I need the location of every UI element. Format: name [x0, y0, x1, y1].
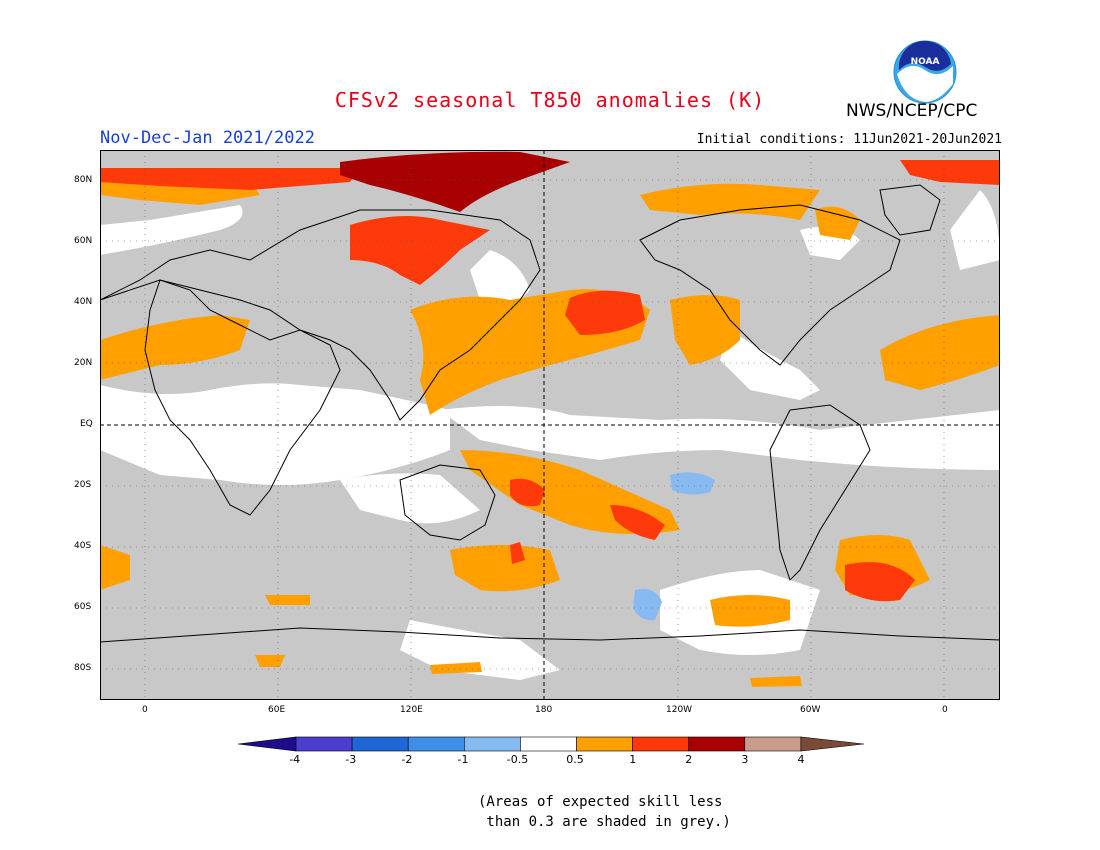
australia-outline	[399, 464, 496, 541]
eurasia-outline	[100, 209, 541, 421]
color-scale-tick-label: 1	[629, 753, 637, 766]
color-scale-tick-label: 3	[741, 753, 749, 766]
color-scale-tick-label: 2	[685, 753, 693, 766]
cold-anomaly-0.5-1	[633, 472, 715, 621]
warm-anomaly-2-3	[340, 151, 570, 212]
color-scale	[238, 736, 864, 752]
color-scale-swatch	[632, 736, 690, 752]
lat-label: EQ	[80, 419, 93, 429]
lon-label: 120W	[666, 705, 693, 715]
color-scale-min-arrow	[238, 736, 297, 752]
coastlines	[100, 184, 1000, 643]
initial-conditions-label: Initial conditions: 11Jun2021-20Jun2021	[696, 132, 1002, 147]
noaa-logo-icon: NOAA	[893, 40, 957, 104]
lat-label: 20S	[74, 480, 92, 490]
season-label: Nov-Dec-Jan 2021/2022	[100, 128, 315, 148]
near-normal-areas	[100, 190, 1000, 680]
map-frame	[100, 150, 1000, 700]
lat-label: 60N	[74, 236, 93, 246]
africa-outline	[144, 279, 341, 516]
color-scale-swatch	[688, 736, 746, 752]
greenland-outline	[879, 184, 941, 236]
color-scale-tick-label: 0.5	[566, 753, 584, 766]
color-scale-tick-label: -3	[345, 753, 357, 766]
color-scale-tick-label: -0.5	[506, 753, 529, 766]
lon-label: 0	[142, 705, 148, 715]
svg-text:NOAA: NOAA	[911, 57, 940, 67]
color-scale-swatch	[520, 736, 577, 752]
anomaly-map	[100, 150, 1000, 700]
color-scale-swatch	[744, 736, 802, 752]
color-scale-swatch	[576, 736, 633, 752]
lon-label: 60W	[800, 705, 821, 715]
lat-label: 40S	[74, 541, 92, 551]
lat-label: 80S	[74, 663, 92, 673]
lon-label: 180	[535, 705, 553, 715]
south-america-outline	[769, 404, 871, 581]
footnote-line-1: (Areas of expected skill less	[478, 794, 723, 810]
color-scale-tick-label: 4	[797, 753, 805, 766]
north-america-outline	[639, 204, 901, 366]
lat-lon-grid	[100, 150, 1000, 700]
agency-label: NWS/NCEP/CPC	[846, 101, 978, 121]
antarctica-outline	[100, 627, 1000, 643]
lat-label: 20N	[74, 358, 93, 368]
color-scale-max-arrow	[800, 736, 864, 752]
lat-label: 60S	[74, 602, 92, 612]
chart-title: CFSv2 seasonal T850 anomalies (K)	[334, 88, 766, 112]
footnote-line-2: than 0.3 are shaded in grey.)	[478, 814, 731, 830]
color-scale-tick-label: -1	[457, 753, 469, 766]
color-scale-swatch	[351, 736, 409, 752]
lon-label: 60E	[268, 705, 286, 715]
warm-anomaly-1-2	[100, 160, 1000, 602]
color-scale-swatch	[295, 736, 353, 752]
lat-label: 80N	[74, 175, 93, 185]
color-scale-tick-label: -2	[401, 753, 413, 766]
color-scale-tick-label: -4	[289, 753, 301, 766]
color-scale-swatch	[464, 736, 521, 752]
lon-label: 120E	[400, 705, 423, 715]
skill-footnote: (Areas of expected skill less than 0.3 a…	[478, 792, 731, 832]
lat-label: 40N	[74, 297, 93, 307]
color-scale-swatch	[407, 736, 465, 752]
lon-label: 0	[942, 705, 948, 715]
